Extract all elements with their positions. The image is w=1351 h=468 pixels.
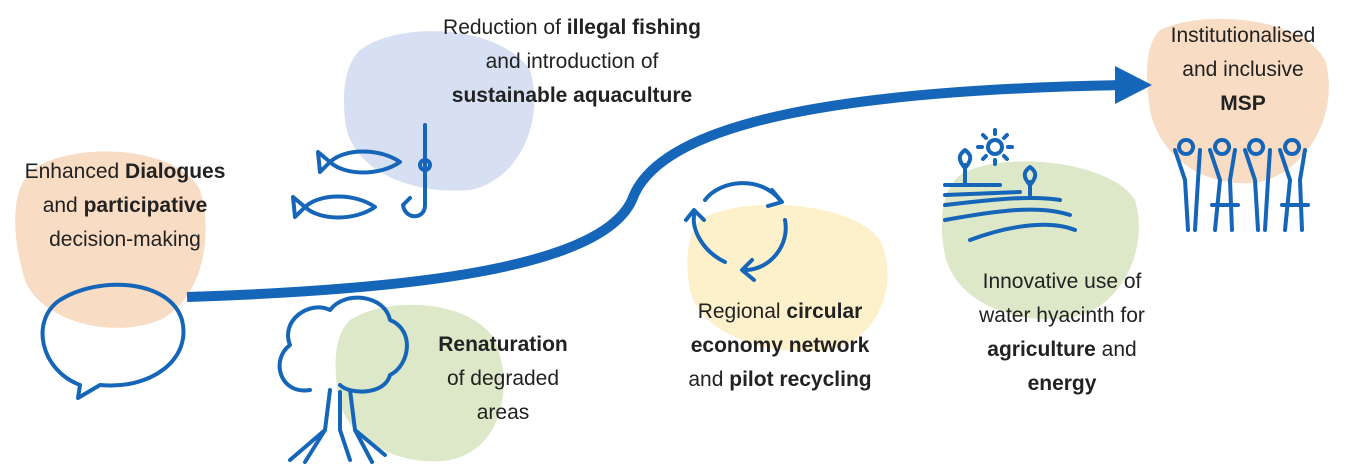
arrow [186,66,1152,302]
bold-text: circular [786,300,862,323]
label-line: energy [1028,372,1097,395]
node-label: Enhanced Dialogues and participative decis… [25,160,226,251]
node-label: Renaturation of degraded areas [438,333,568,424]
label-line: decision-making [49,228,201,251]
label-line: Enhanced Dialogues [25,160,226,183]
label-line: Regional circular [698,300,863,323]
bold-text: MSP [1220,92,1266,115]
node-label: Institutionalised and inclusive MSP [1171,24,1316,115]
bold-text: pilot recycling [729,368,871,391]
text: Institutionalised [1171,24,1316,47]
label-line: economy network [691,334,870,357]
label-line: Renaturation [438,333,568,356]
bold-text: sustainable aquaculture [452,84,692,107]
text: and inclusive [1182,58,1303,81]
label-line: and participative [43,194,208,217]
label-line: water hyacinth for [978,304,1145,327]
bold-text: Dialogues [125,160,225,183]
fish-icon [291,123,432,220]
bold-text: energy [1028,372,1097,395]
label-line: sustainable aquaculture [452,84,692,107]
text: Innovative use of [983,270,1142,293]
bold-text: Renaturation [438,333,568,356]
label-line: and pilot recycling [688,368,871,391]
label-line: agriculture and [987,338,1136,361]
field-icon [943,128,1077,242]
text: of degraded [447,367,559,390]
tree-icon [277,295,409,464]
label-line: Institutionalised [1171,24,1316,47]
label-line: MSP [1220,92,1266,115]
label-line: Innovative use of [983,270,1142,293]
text: and [1096,338,1137,361]
bold-text: illegal fishing [567,16,701,39]
label-line: and inclusive [1182,58,1303,81]
node-label: Reduction of illegal fishing and introduc… [443,16,701,107]
text: decision-making [49,228,201,251]
text: and [688,368,729,391]
node-label: Innovative use of water hyacinth for agric… [978,270,1145,395]
node-label: Regional circular economy network and pilo… [688,300,871,391]
text: Enhanced [25,160,125,183]
text: Regional [698,300,787,323]
speech-bubble-icon [40,282,186,400]
label-line: of degraded [447,367,559,390]
text: areas [477,401,530,424]
bold-text: agriculture [987,338,1096,361]
icons [40,123,1310,464]
label-line: areas [477,401,530,424]
bold-text: economy network [691,334,870,357]
people-icon [1173,138,1310,232]
text: and [43,194,84,217]
bold-text: participative [84,194,208,217]
text: Reduction of [443,16,567,39]
text: water hyacinth for [978,304,1145,327]
recycle-icon [684,181,788,282]
label-line: and introduction of [486,50,659,73]
label-line: Reduction of illegal fishing [443,16,701,39]
text: and introduction of [486,50,659,73]
